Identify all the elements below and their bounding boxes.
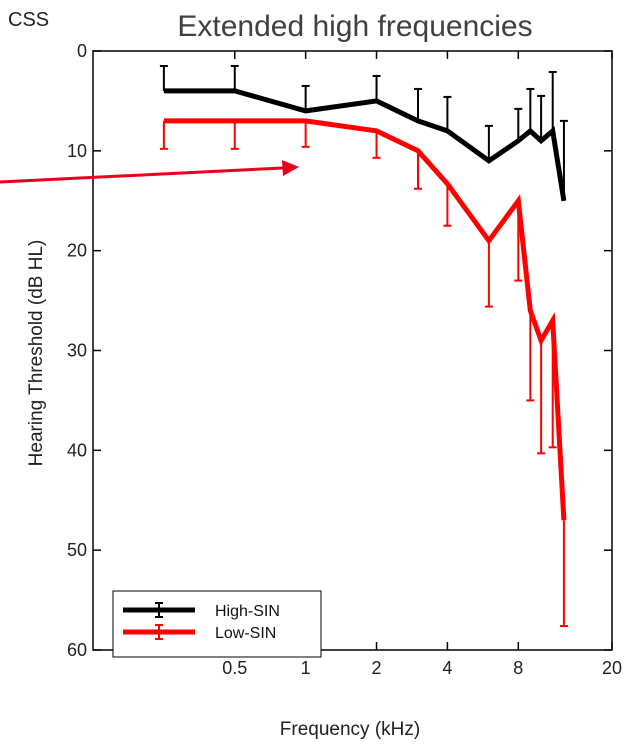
- legend-label: High-SIN: [215, 603, 280, 620]
- series-line: [164, 91, 564, 201]
- series-line: [164, 121, 564, 520]
- arrow-head: [282, 160, 299, 176]
- y-tick-label: 60: [67, 640, 87, 660]
- y-tick-label: 50: [67, 540, 87, 560]
- x-tick-label: 0.5: [222, 658, 247, 678]
- y-tick-label: 0: [77, 41, 87, 61]
- legend: High-SIN Low-SIN: [113, 591, 321, 657]
- y-tick-label: 30: [67, 341, 87, 361]
- arrow-shaft: [0, 168, 283, 182]
- series-high-sin: [160, 66, 568, 201]
- series-low-sin: [160, 121, 568, 626]
- x-axis-title: Frequency (kHz): [280, 719, 420, 740]
- x-tick-label: 8: [513, 658, 523, 678]
- annotation-arrow: [0, 160, 299, 182]
- x-tick-label: 20: [602, 658, 622, 678]
- y-tick-label: 10: [67, 141, 87, 161]
- legend-box: [113, 591, 321, 657]
- y-tick-label: 20: [67, 241, 87, 261]
- chart-title: Extended high frequencies: [177, 10, 532, 43]
- legend-label: Low-SIN: [215, 625, 276, 642]
- series-layer: [160, 66, 568, 626]
- y-axis-title: Hearing Threshold (dB HL): [26, 240, 47, 467]
- y-tick-label: 40: [67, 440, 87, 460]
- plot-frame: [93, 51, 612, 650]
- corner-label: CSS: [8, 9, 49, 31]
- x-tick-label: 2: [372, 658, 382, 678]
- x-axis-ticks: 0.5 1 2 4 8 20: [222, 51, 622, 678]
- x-tick-label: 1: [301, 658, 311, 678]
- x-tick-label: 4: [442, 658, 452, 678]
